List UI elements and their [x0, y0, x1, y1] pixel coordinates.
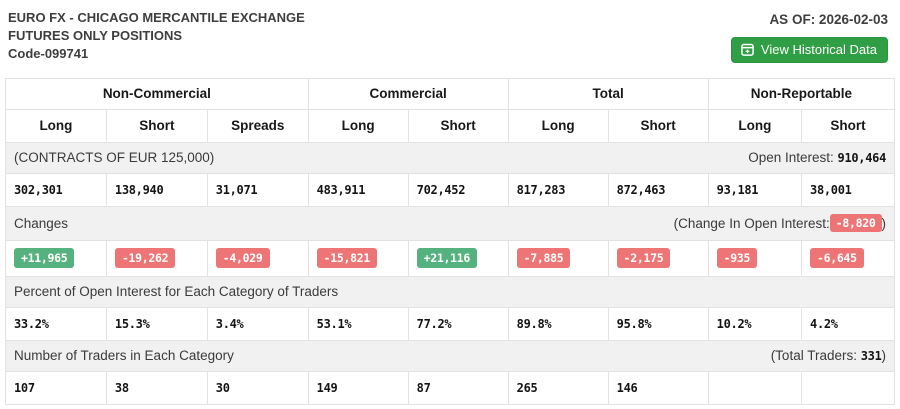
as-of-date: AS OF: 2026-02-03 — [769, 12, 888, 27]
col-noncomm-spreads: Spreads — [206, 109, 309, 143]
total-traders-value: 331 — [860, 349, 882, 363]
percent-values-row: 33.2% 15.3% 3.4% 53.1% 77.2% 89.8% 95.8%… — [5, 307, 895, 341]
contracts-label-row: (CONTRACTS OF EUR 125,000) Open Interest… — [5, 142, 895, 174]
calendar-icon — [741, 43, 754, 56]
trader-count-cell: 146 — [607, 371, 709, 405]
positions-cell: 817,283 — [507, 173, 609, 207]
col-total-short: Short — [607, 109, 709, 143]
percent-cell: 77.2% — [407, 307, 509, 341]
trader-counts-row: 107 38 30 149 87 265 146 — [5, 371, 895, 405]
col-nonrep-short: Short — [801, 109, 895, 143]
change-in-oi-label: (Change In Open Interest: — [673, 215, 830, 231]
change-badge: -19,262 — [114, 248, 176, 268]
report-code: Code-099741 — [8, 46, 89, 61]
percent-cell: 10.2% — [707, 307, 803, 341]
changes-label-row: Changes (Change In Open Interest: -8,820… — [5, 206, 895, 241]
change-badge: -6,645 — [810, 248, 864, 268]
col-comm-long: Long — [307, 109, 409, 143]
change-badge: -2,175 — [616, 248, 671, 268]
change-in-oi-value: -8,820 — [829, 214, 882, 232]
positions-cell: 483,911 — [307, 173, 409, 207]
percent-label: Percent of Open Interest for Each Catego… — [14, 284, 339, 299]
percent-label-row: Percent of Open Interest for Each Catego… — [5, 276, 895, 308]
change-badge: -7,885 — [516, 248, 571, 268]
trader-count-cell — [801, 371, 895, 405]
group-commercial: Commercial — [307, 78, 509, 110]
percent-cell: 53.1% — [307, 307, 409, 341]
change-in-oi-suffix: ) — [881, 215, 887, 231]
trader-count-cell: 87 — [407, 371, 509, 405]
col-noncomm-long: Long — [5, 109, 107, 143]
positions-cell: 93,181 — [707, 173, 803, 207]
positions-cell: 31,071 — [206, 173, 309, 207]
trader-count-cell: 149 — [307, 371, 409, 405]
change-badge: -4,029 — [215, 248, 270, 268]
col-comm-short: Short — [407, 109, 509, 143]
change-badge: +21,116 — [416, 248, 478, 268]
percent-cell: 3.4% — [206, 307, 309, 341]
col-total-long: Long — [507, 109, 609, 143]
percent-cell: 33.2% — [5, 307, 107, 341]
percent-cell: 4.2% — [801, 307, 895, 341]
change-badge: -935 — [716, 248, 758, 268]
column-header-row: Long Short Spreads Long Short Long Short… — [5, 109, 895, 143]
positions-cell: 138,940 — [105, 173, 208, 207]
total-traders-suffix: ) — [881, 348, 887, 363]
trader-count-cell: 265 — [507, 371, 609, 405]
open-interest-label: Open Interest: — [748, 150, 838, 165]
col-nonrep-long: Long — [707, 109, 803, 143]
positions-cell: 38,001 — [801, 173, 895, 207]
cot-table: Non-Commercial Commercial Total Non-Repo… — [5, 78, 896, 405]
col-noncomm-short: Short — [105, 109, 208, 143]
contracts-unit-label: (CONTRACTS OF EUR 125,000) — [14, 150, 215, 165]
group-non-reportable: Non-Reportable — [707, 78, 896, 110]
positions-row: 302,301 138,940 31,071 483,911 702,452 8… — [5, 173, 895, 207]
category-group-header-row: Non-Commercial Commercial Total Non-Repo… — [5, 78, 896, 110]
positions-cell: 872,463 — [607, 173, 709, 207]
open-interest-value: 910,464 — [837, 151, 887, 165]
group-non-commercial: Non-Commercial — [5, 78, 309, 110]
traders-label-row: Number of Traders in Each Category (Tota… — [5, 340, 895, 372]
view-historical-data-label: View Historical Data — [760, 42, 877, 57]
page-header: EURO FX - CHICAGO MERCANTILE EXCHANGE FU… — [0, 0, 900, 72]
trader-count-cell: 30 — [206, 371, 309, 405]
change-badge: +11,965 — [14, 248, 75, 268]
positions-cell: 702,452 — [407, 173, 509, 207]
changes-values-row: +11,965 -19,262 -4,029 -15,821 +21,116 -… — [5, 240, 895, 277]
changes-label: Changes — [14, 215, 69, 231]
report-title: EURO FX - CHICAGO MERCANTILE EXCHANGE — [8, 10, 305, 25]
percent-cell: 89.8% — [507, 307, 609, 341]
traders-label: Number of Traders in Each Category — [14, 348, 234, 363]
positions-cell: 302,301 — [5, 173, 107, 207]
report-subtitle: FUTURES ONLY POSITIONS — [8, 28, 183, 43]
group-total: Total — [507, 78, 709, 110]
percent-cell: 15.3% — [105, 307, 208, 341]
view-historical-data-button[interactable]: View Historical Data — [730, 37, 888, 63]
trader-count-cell: 38 — [105, 371, 208, 405]
trader-count-cell: 107 — [5, 371, 107, 405]
change-badge: -15,821 — [316, 248, 378, 268]
trader-count-cell — [707, 371, 803, 405]
total-traders-label: (Total Traders: — [770, 348, 861, 363]
percent-cell: 95.8% — [607, 307, 709, 341]
